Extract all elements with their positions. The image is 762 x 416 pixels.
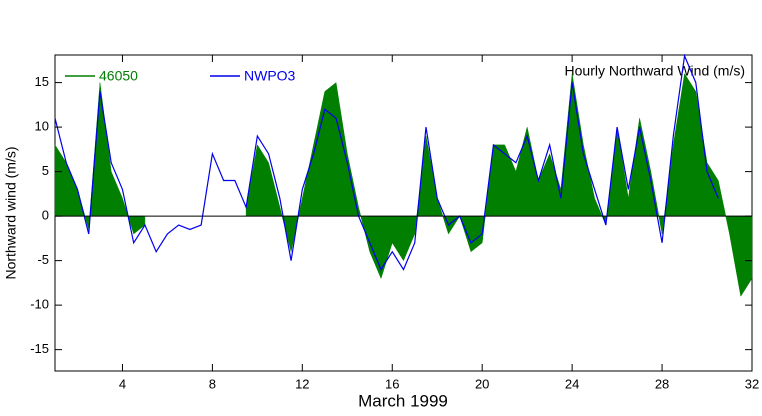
y-tick-label: -5 [37,252,49,267]
y-tick-label: 5 [42,163,49,178]
legend-label: NWPO3 [244,68,296,84]
y-tick-label: -15 [30,341,49,356]
y-tick-label: 10 [35,119,49,134]
legend-label: 46050 [99,68,138,84]
y-axis-label: Northward wind (m/s) [3,146,19,279]
y-tick-label: -10 [30,297,49,312]
x-tick-label: 4 [119,376,126,391]
x-tick-label: 24 [565,376,579,391]
x-axis-label: March 1999 [358,391,448,410]
y-tick-label: 0 [42,208,49,223]
y-tick-label: 15 [35,74,49,89]
chart-title: Hourly Northward Wind (m/s) [565,63,745,79]
x-tick-label: 32 [745,376,759,391]
x-tick-label: 28 [655,376,669,391]
x-tick-label: 8 [209,376,216,391]
x-tick-label: 20 [475,376,489,391]
area-series [54,82,146,235]
line-series [54,53,719,271]
area-series [245,72,753,297]
x-tick-label: 12 [295,376,309,391]
x-tick-label: 16 [385,376,399,391]
